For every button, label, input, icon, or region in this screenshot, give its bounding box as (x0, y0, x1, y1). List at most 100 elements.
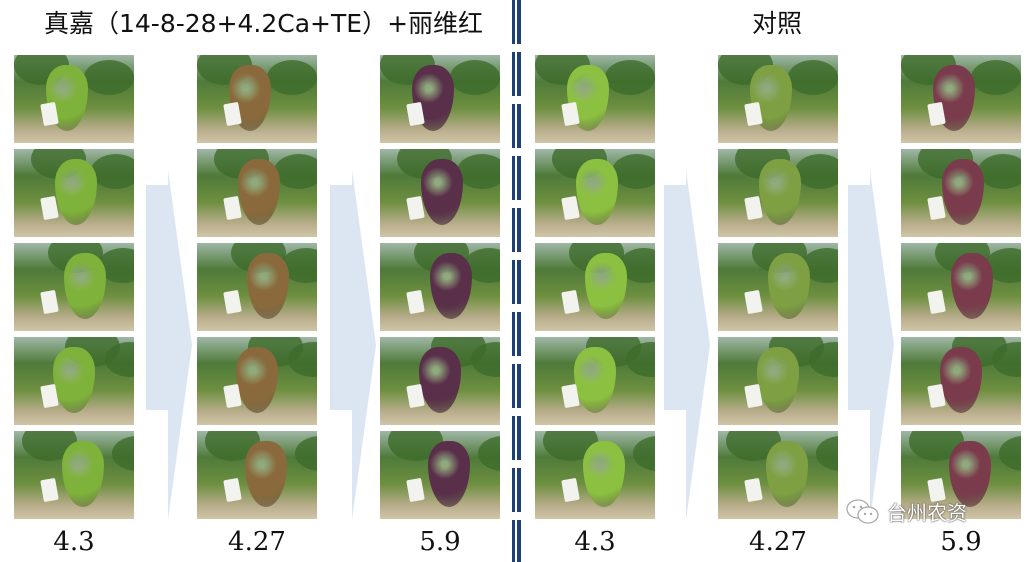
leaf (788, 60, 838, 95)
grape-cluster (236, 347, 278, 413)
grape-cluster (64, 253, 106, 319)
photo-column (14, 55, 134, 525)
leaf (295, 436, 317, 471)
grape-cluster (585, 253, 627, 319)
grape-photo (380, 431, 500, 519)
grape-cluster (942, 159, 984, 225)
leaf (478, 436, 500, 471)
label-tag (40, 477, 59, 503)
progress-arrow-icon (330, 170, 376, 520)
leaf (633, 436, 655, 471)
grape-cluster (951, 253, 993, 319)
date-label: 4.3 (574, 527, 616, 557)
grape-cluster (576, 159, 618, 225)
grape-photo (197, 337, 317, 425)
grape-cluster (583, 441, 625, 507)
grape-photo (197, 149, 317, 237)
grape-cluster (419, 347, 461, 413)
grape-photo (14, 243, 134, 331)
label-tag (406, 477, 425, 503)
grape-cluster (245, 441, 287, 507)
leaf (971, 60, 1021, 95)
label-tag (406, 289, 425, 315)
grape-photo (535, 337, 655, 425)
leaf (84, 60, 134, 95)
grape-cluster (757, 347, 799, 413)
grape-cluster (428, 441, 470, 507)
grape-photo (718, 243, 838, 331)
grape-photo (14, 55, 134, 143)
grape-cluster (759, 159, 801, 225)
leaf (457, 154, 500, 189)
grape-photo (14, 431, 134, 519)
control-title: 对照 (752, 9, 803, 38)
photo-column (535, 55, 655, 525)
grape-photo (901, 337, 1021, 425)
grape-photo (901, 55, 1021, 143)
photo-column (197, 55, 317, 525)
grape-photo (380, 337, 500, 425)
grape-photo (718, 149, 838, 237)
grape-photo (718, 55, 838, 143)
grape-cluster (430, 253, 472, 319)
grape-cluster (766, 441, 808, 507)
leaf (605, 60, 655, 95)
label-tag (223, 289, 242, 315)
grape-cluster (421, 159, 463, 225)
watermark: 台州农资 (845, 497, 967, 526)
leaf (612, 154, 655, 189)
leaf (267, 60, 317, 95)
date-label: 4.27 (749, 527, 807, 557)
grape-photo (901, 243, 1021, 331)
label-tag (561, 289, 580, 315)
grape-cluster (247, 253, 289, 319)
progress-arrow-icon (848, 170, 894, 520)
grape-photo (535, 149, 655, 237)
leaf (450, 60, 500, 95)
grape-photo (14, 149, 134, 237)
grape-photo (380, 55, 500, 143)
label-tag (223, 477, 242, 503)
label-tag (40, 289, 59, 315)
grape-photo (535, 55, 655, 143)
grape-photo (197, 243, 317, 331)
treatment-title: 真嘉（14-8-28+4.2Ca+TE）+丽维红 (44, 9, 484, 38)
grape-photo (901, 431, 1021, 519)
photo-column (718, 55, 838, 525)
leaf (999, 436, 1021, 471)
watermark-text: 台州农资 (887, 501, 967, 525)
progress-arrow-icon (664, 170, 710, 520)
grape-cluster (55, 159, 97, 225)
label-tag (561, 477, 580, 503)
grape-cluster (574, 347, 616, 413)
grape-photo (718, 431, 838, 519)
grape-cluster (768, 253, 810, 319)
grape-cluster (940, 347, 982, 413)
leaf (91, 154, 134, 189)
date-label: 4.3 (53, 527, 95, 557)
grape-photo (380, 243, 500, 331)
grape-cluster (53, 347, 95, 413)
grape-photo (718, 337, 838, 425)
grape-photo (535, 243, 655, 331)
grape-photo (901, 149, 1021, 237)
leaf (274, 154, 317, 189)
label-tag (744, 477, 763, 503)
wechat-icon (846, 498, 879, 524)
photo-column (380, 55, 500, 525)
photo-column (901, 55, 1021, 525)
leaf (795, 154, 838, 189)
grape-photo (14, 337, 134, 425)
leaf (112, 436, 134, 471)
grape-cluster (62, 441, 104, 507)
leaf (816, 436, 838, 471)
date-label: 5.9 (419, 527, 461, 557)
date-label: 5.9 (940, 527, 982, 557)
progress-arrow-icon (146, 170, 192, 520)
section-divider (512, 0, 521, 562)
date-label: 4.27 (228, 527, 286, 557)
grape-cluster (949, 441, 991, 507)
grape-cluster (238, 159, 280, 225)
grape-photo (197, 431, 317, 519)
grape-photo (535, 431, 655, 519)
